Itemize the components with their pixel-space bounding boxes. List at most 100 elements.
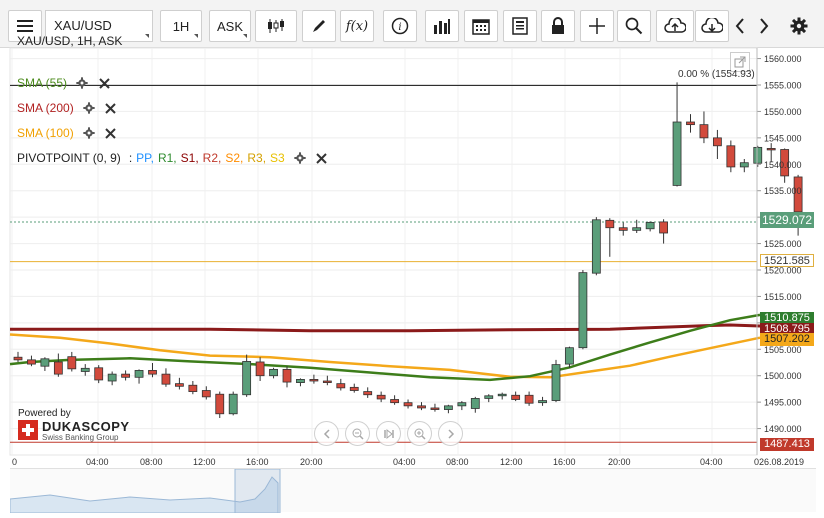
settings-button[interactable] [785, 10, 813, 42]
volume-button[interactable] [425, 10, 459, 42]
calendar-icon [472, 19, 490, 35]
candle [80, 364, 90, 376]
indicators-button[interactable]: f(x) [340, 10, 374, 42]
overview-navigator[interactable] [9, 468, 816, 514]
candle-body [793, 176, 803, 213]
candle [753, 145, 763, 167]
chevron-left-icon [735, 18, 744, 34]
candle [766, 143, 776, 162]
candle-body [322, 380, 332, 383]
x-tick-label: 026.08.2019 [754, 457, 805, 467]
dropdown-caret-icon [243, 34, 247, 38]
zoom-in-icon [414, 428, 426, 440]
candle-body [363, 391, 373, 396]
candle [322, 375, 332, 386]
calendar-button[interactable] [464, 10, 498, 42]
candle-body [511, 394, 521, 400]
x-tick-label: 0 [12, 457, 18, 467]
candle [726, 140, 736, 173]
pivot-level-pp: PP, [136, 151, 154, 165]
price-side-button[interactable]: ASK [209, 10, 251, 42]
close-icon[interactable] [104, 101, 118, 115]
legend-sma100: SMA (100) [17, 126, 118, 140]
candle-body [376, 394, 386, 400]
sma200-label: SMA (200) [17, 101, 74, 115]
candle-body [417, 405, 426, 409]
candle [497, 392, 507, 400]
candle [430, 403, 440, 412]
y-tick-label: 1540.000 [764, 160, 802, 170]
x-tick-label: 12:00 [500, 457, 523, 467]
zoom-button[interactable] [617, 10, 651, 42]
plot-frame [9, 47, 758, 456]
candle [565, 346, 574, 368]
low-price-box: 1487.413 [760, 438, 814, 451]
gear-icon[interactable] [293, 151, 307, 165]
symbol-selector[interactable]: XAU/USD [45, 10, 153, 42]
candle-body [80, 367, 90, 372]
svg-text:i: i [398, 22, 401, 33]
info-button[interactable]: i [383, 10, 417, 42]
candles [13, 82, 803, 418]
candle [618, 222, 628, 236]
scroll-right-button[interactable] [753, 10, 775, 42]
candle-body [296, 379, 305, 383]
candle [228, 391, 238, 416]
candle-body [201, 390, 211, 398]
candle [148, 363, 157, 378]
lock-button[interactable] [541, 10, 575, 42]
x-tick-label: 12:00 [193, 457, 216, 467]
candle-body [538, 400, 547, 404]
close-icon[interactable] [104, 126, 118, 140]
legend-sma55: SMA (55) [17, 76, 111, 90]
candlestick-icon [268, 19, 284, 33]
scroll-left-button[interactable] [729, 10, 751, 42]
crosshair-button[interactable] [580, 10, 614, 42]
draw-tool-button[interactable] [302, 10, 336, 42]
gear-icon[interactable] [75, 76, 89, 90]
candle [457, 401, 467, 411]
candle [309, 374, 319, 384]
candle [686, 114, 695, 133]
candle [255, 357, 265, 381]
gear-icon[interactable] [82, 126, 96, 140]
y-tick-label: 1525.000 [764, 239, 802, 249]
timeframe-button[interactable]: 1H [160, 10, 202, 42]
reset-button[interactable] [376, 421, 401, 446]
pan-right-button[interactable] [438, 421, 463, 446]
upload-button[interactable] [656, 10, 694, 42]
candle [780, 148, 790, 183]
chart-type-button[interactable] [255, 10, 297, 42]
menu-button[interactable] [8, 10, 42, 42]
candle-body [269, 368, 278, 377]
dropdown-caret-icon [194, 34, 198, 38]
chart-title: XAU/USD, 1H, ASK [17, 34, 122, 48]
pencil-icon [313, 20, 325, 32]
toolbar: XAU/USD 1H ASK f(x) i [0, 0, 824, 48]
popout-button[interactable] [730, 52, 750, 72]
candle-body [726, 145, 736, 168]
close-icon[interactable] [97, 76, 111, 90]
candle [349, 383, 359, 393]
zoom-in-button[interactable] [407, 421, 432, 446]
candle-body [645, 222, 655, 230]
candle [161, 368, 171, 387]
candle [40, 357, 50, 371]
close-icon[interactable] [315, 151, 329, 165]
candle [242, 354, 252, 397]
gear-icon[interactable] [82, 101, 96, 115]
sma100-line [9, 333, 761, 379]
pivot-level-s2: S2, [225, 151, 244, 165]
candle [605, 218, 615, 257]
candle [13, 351, 23, 362]
news-button[interactable] [503, 10, 537, 42]
zoom-out-button[interactable] [345, 421, 370, 446]
pivot-sep: : [128, 151, 133, 165]
overview-window-handle[interactable] [234, 468, 281, 514]
candle-body [349, 386, 359, 391]
y-tick-label: 1560.000 [764, 54, 802, 64]
download-button[interactable] [695, 10, 729, 42]
pan-left-button[interactable] [314, 421, 339, 446]
x-tick-label: 20:00 [300, 457, 323, 467]
x-tick-label: 08:00 [140, 457, 163, 467]
